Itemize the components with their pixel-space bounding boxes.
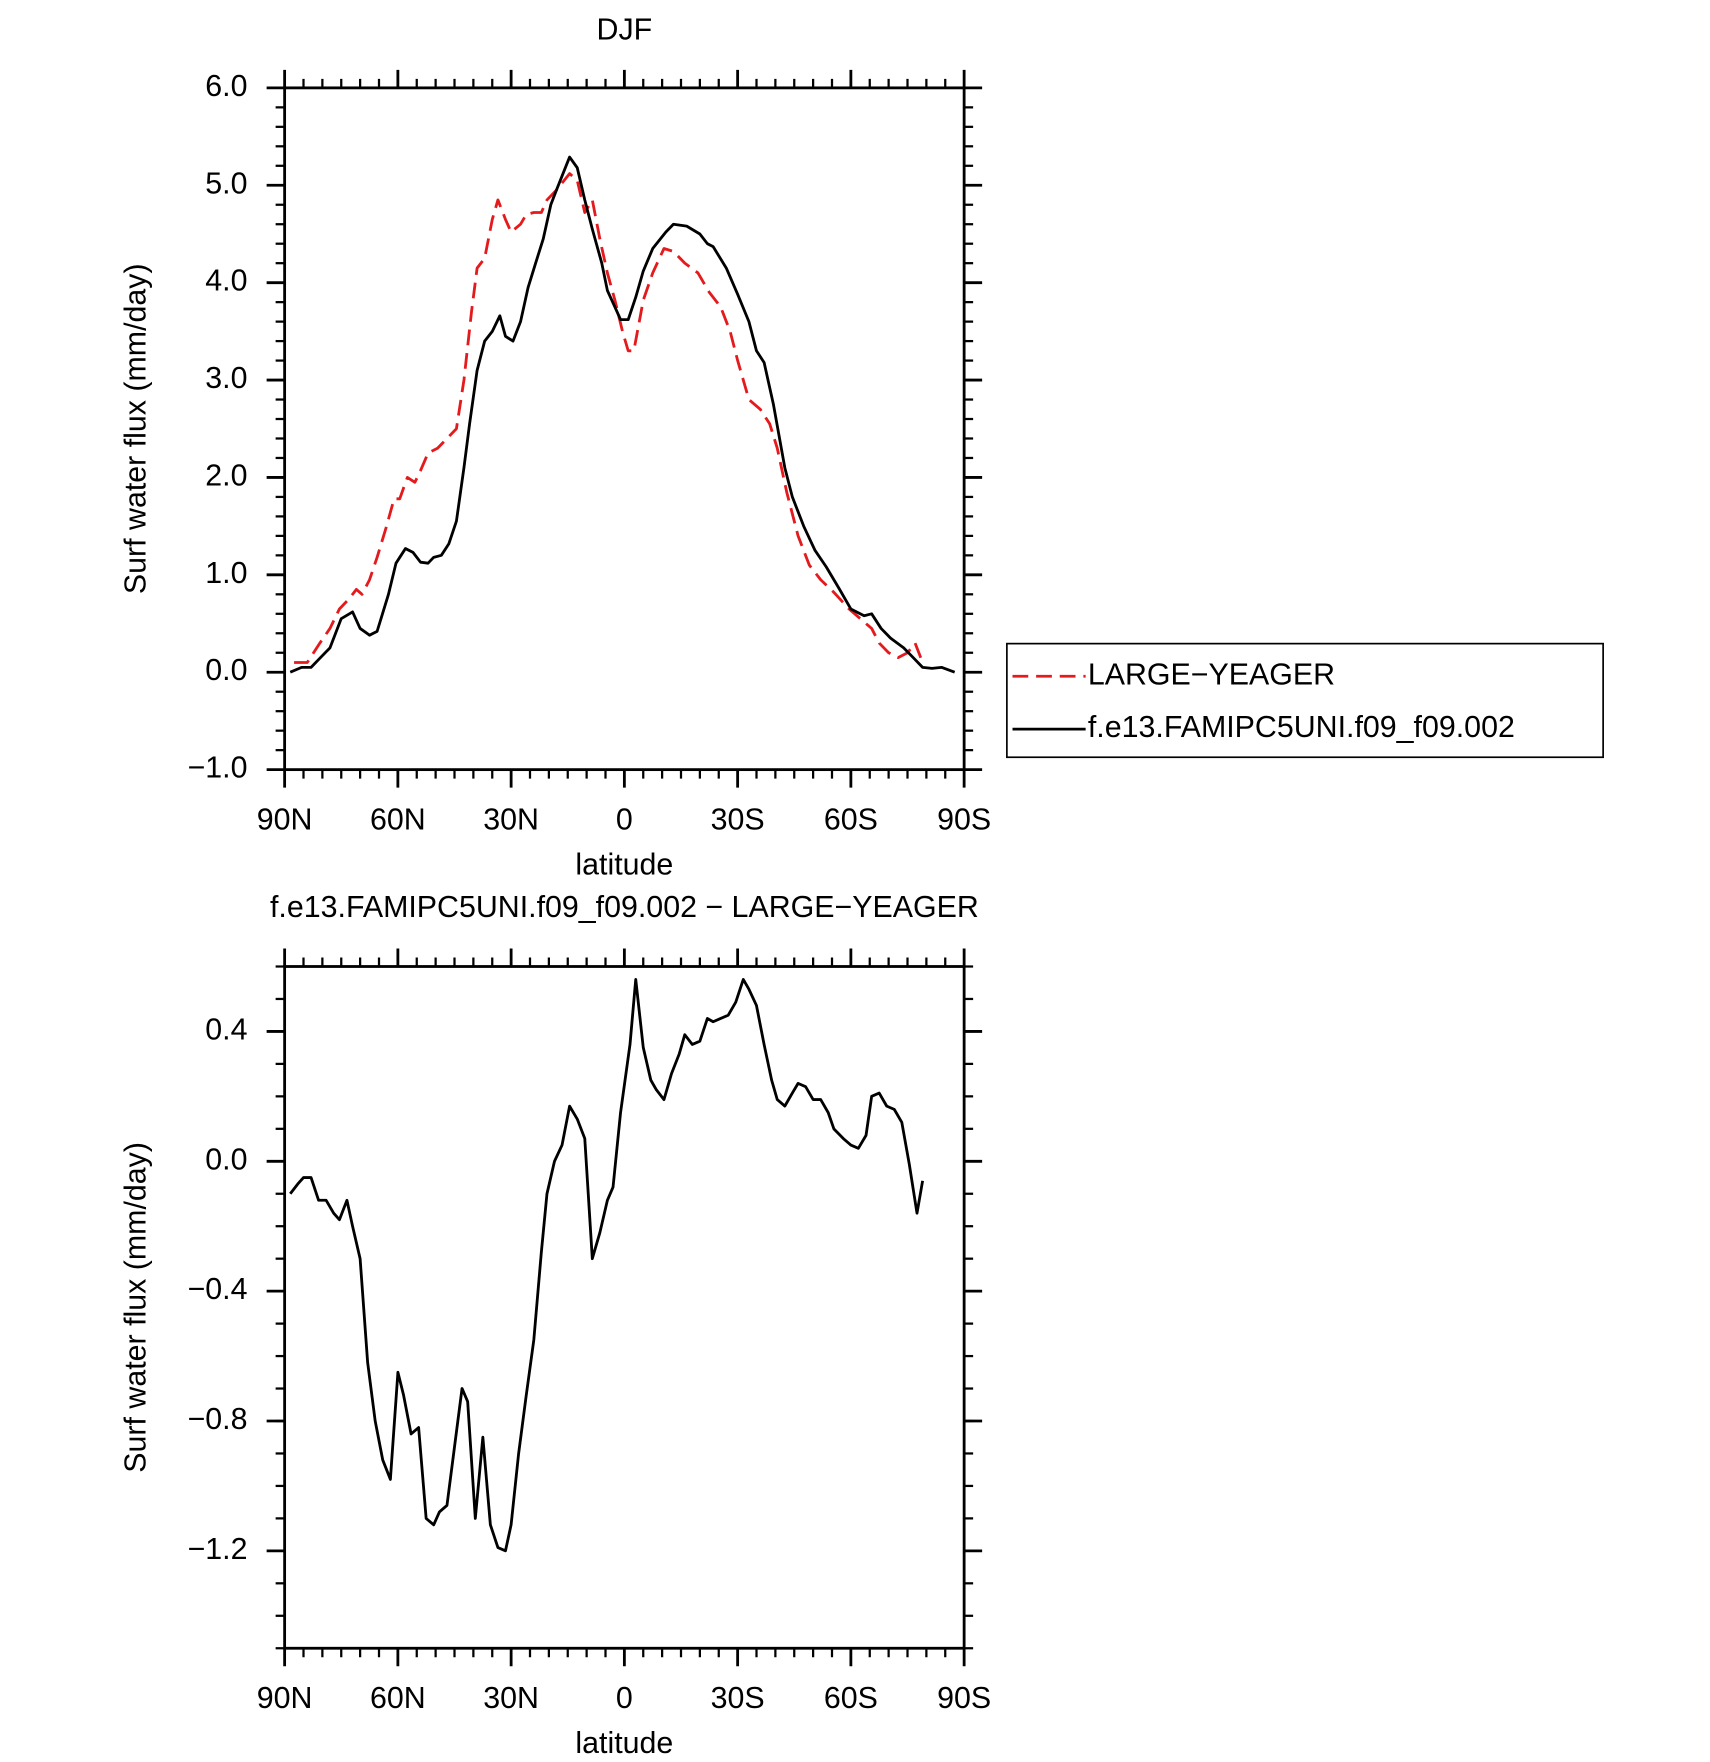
x-tick-label: 90S [937, 1682, 991, 1715]
y-tick-label: 2.0 [205, 459, 247, 492]
x-tick-label: 0 [616, 1682, 633, 1715]
y-tick-label: −1.0 [188, 752, 248, 785]
y-tick-label: 1.0 [205, 557, 247, 590]
y-tick-label: −0.4 [188, 1273, 248, 1306]
x-tick-label: 90N [257, 1682, 313, 1715]
legend-label: f.e13.FAMIPC5UNI.f09_f09.002 [1088, 711, 1515, 744]
x-tick-label: 30N [483, 1682, 539, 1715]
x-tick-label: 90N [257, 803, 313, 836]
x-tick-label: 0 [616, 803, 633, 836]
legend-box [1006, 642, 1604, 759]
y-tick-label: 4.0 [205, 265, 247, 298]
y-tick-label: 3.0 [205, 362, 247, 395]
x-tick-label: 60S [824, 803, 878, 836]
plot-frame [283, 86, 966, 772]
data-line [294, 172, 924, 664]
x-tick-label: 30S [711, 803, 765, 836]
y-tick-label: 0.4 [205, 1013, 247, 1046]
y-tick-label: 5.0 [205, 167, 247, 200]
x-tick-label: 60S [824, 1682, 878, 1715]
x-tick-label: 60N [370, 1682, 426, 1715]
legend-label: LARGE−YEAGER [1088, 658, 1335, 691]
y-axis-label: Surf water flux (mm/day) [119, 263, 152, 594]
plot-frame [283, 965, 966, 1650]
x-axis-label: latitude [575, 1727, 673, 1760]
y-tick-label: 0.0 [205, 1143, 247, 1176]
data-line [289, 155, 956, 674]
y-tick-label: 6.0 [205, 70, 247, 103]
y-tick-label: −1.2 [188, 1533, 248, 1566]
y-tick-label: 0.0 [205, 654, 247, 687]
y-axis-label: Surf water flux (mm/day) [119, 1142, 152, 1473]
y-tick-label: −0.8 [188, 1403, 248, 1436]
x-axis-label: latitude [575, 848, 673, 881]
x-tick-label: 30S [711, 1682, 765, 1715]
data-line [289, 978, 924, 1553]
chart-title: DJF [597, 14, 653, 47]
chart-title: f.e13.FAMIPC5UNI.f09_f09.002 − LARGE−YEA… [270, 891, 979, 924]
x-tick-label: 90S [937, 803, 991, 836]
x-tick-label: 60N [370, 803, 426, 836]
x-tick-label: 30N [483, 803, 539, 836]
